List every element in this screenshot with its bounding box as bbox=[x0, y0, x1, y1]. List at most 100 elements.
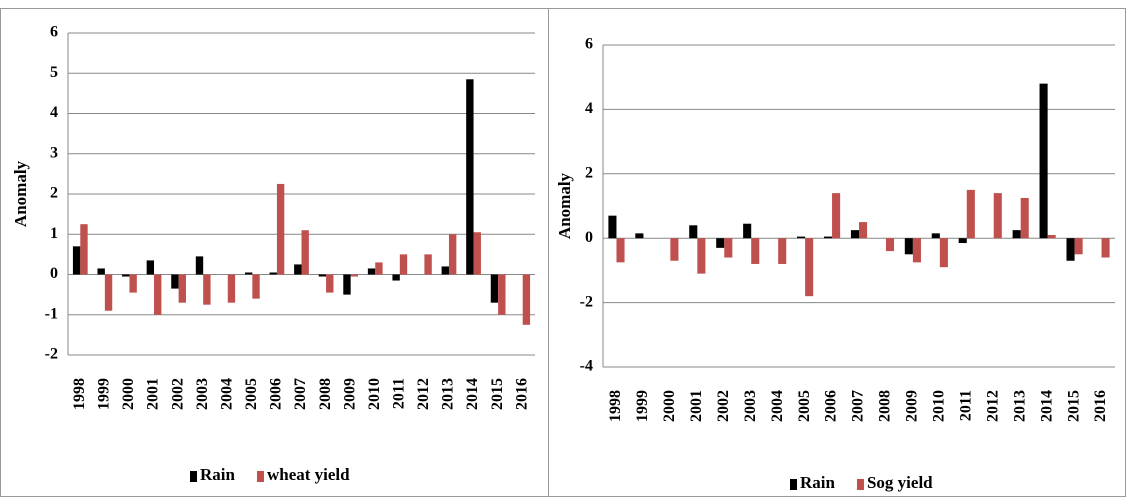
x-tick-label: 1998 bbox=[607, 390, 624, 422]
x-tick-label: 1998 bbox=[71, 378, 88, 410]
bar bbox=[171, 274, 179, 289]
bar bbox=[724, 238, 733, 258]
bar bbox=[367, 268, 376, 275]
bar bbox=[958, 238, 967, 244]
bar bbox=[375, 262, 383, 275]
bar bbox=[689, 225, 698, 239]
x-tick-label: 2002 bbox=[169, 378, 186, 410]
legend-label: Rain bbox=[200, 465, 236, 484]
bar bbox=[195, 256, 204, 275]
x-tick-label: 2014 bbox=[464, 378, 481, 410]
x-tick-label: 2007 bbox=[850, 390, 867, 422]
legend-swatch bbox=[190, 471, 197, 482]
x-tick-label: 2008 bbox=[317, 378, 334, 410]
bar bbox=[122, 274, 130, 277]
bar bbox=[1047, 234, 1056, 239]
bar bbox=[904, 238, 913, 255]
bar bbox=[697, 238, 706, 274]
bar bbox=[939, 238, 948, 268]
legend-label: Sog yield bbox=[867, 473, 933, 492]
x-tick-label: 2001 bbox=[145, 378, 162, 410]
x-tick-label: 1999 bbox=[96, 378, 113, 410]
bar bbox=[80, 224, 88, 275]
bar bbox=[608, 215, 617, 239]
y-tick-label: 0 bbox=[585, 229, 593, 246]
bar bbox=[778, 238, 787, 264]
x-tick-label: 2004 bbox=[218, 378, 235, 410]
x-tick-label: 2000 bbox=[661, 390, 678, 422]
bar bbox=[276, 183, 285, 275]
y-tick-label: 4 bbox=[585, 100, 593, 117]
y-tick-label: 1 bbox=[50, 225, 58, 242]
bar bbox=[146, 260, 155, 275]
x-tick-label: 2000 bbox=[120, 378, 137, 410]
legend-label: wheat yield bbox=[267, 465, 350, 484]
bar bbox=[931, 233, 940, 239]
bar bbox=[269, 272, 277, 275]
bar bbox=[635, 233, 644, 239]
y-tick-label: 2 bbox=[50, 185, 58, 202]
panel-border bbox=[548, 8, 1126, 497]
bar bbox=[97, 268, 105, 275]
bar bbox=[751, 238, 760, 264]
x-tick-label: 2001 bbox=[688, 390, 705, 422]
x-tick-label: 2005 bbox=[796, 390, 813, 422]
x-tick-label: 2015 bbox=[1065, 390, 1082, 422]
y-tick-label: -2 bbox=[580, 293, 593, 310]
bar bbox=[797, 236, 806, 239]
bar bbox=[448, 234, 457, 275]
bar bbox=[823, 236, 833, 239]
legend-label: Rain bbox=[800, 473, 836, 492]
bar bbox=[966, 189, 975, 239]
x-tick-label: 2006 bbox=[823, 390, 840, 422]
bar bbox=[490, 274, 499, 303]
bar bbox=[154, 274, 162, 315]
y-tick-label: 0 bbox=[50, 265, 58, 282]
bar bbox=[466, 79, 474, 275]
bar bbox=[805, 238, 814, 297]
y-axis-label: Anomaly bbox=[555, 172, 574, 239]
bar bbox=[716, 238, 725, 248]
y-tick-label: 4 bbox=[50, 104, 58, 121]
bar bbox=[244, 272, 253, 275]
bar bbox=[670, 238, 679, 261]
bar bbox=[318, 274, 327, 277]
x-tick-label: 2009 bbox=[341, 378, 358, 410]
x-tick-label: 2002 bbox=[715, 390, 732, 422]
bar bbox=[832, 193, 841, 239]
bar bbox=[104, 274, 113, 311]
bar bbox=[498, 274, 506, 315]
x-tick-label: 2003 bbox=[194, 378, 211, 410]
x-tick-label: 2016 bbox=[1092, 390, 1109, 422]
bar bbox=[1066, 238, 1075, 261]
bar bbox=[1012, 230, 1021, 239]
y-tick-label: 2 bbox=[585, 164, 593, 181]
legend-swatch bbox=[856, 479, 864, 490]
bar bbox=[178, 274, 186, 303]
bar bbox=[743, 223, 752, 239]
panel-border bbox=[0, 8, 549, 497]
bar bbox=[1101, 238, 1110, 258]
x-tick-label: 2009 bbox=[904, 390, 921, 422]
bar bbox=[473, 232, 481, 275]
x-tick-label: 2007 bbox=[292, 378, 309, 410]
bar bbox=[326, 274, 334, 293]
bar bbox=[227, 274, 236, 303]
x-tick-label: 2011 bbox=[957, 390, 974, 421]
y-tick-label: 5 bbox=[50, 64, 58, 81]
x-tick-label: 2008 bbox=[877, 390, 894, 422]
x-tick-label: 2013 bbox=[440, 378, 457, 410]
legend-swatch bbox=[256, 471, 264, 482]
bar bbox=[993, 193, 1002, 239]
bar bbox=[203, 274, 211, 305]
x-tick-label: 2005 bbox=[243, 378, 260, 410]
bar bbox=[1039, 83, 1048, 239]
bar bbox=[912, 238, 921, 263]
y-tick-label: 6 bbox=[50, 24, 58, 41]
bar bbox=[350, 274, 359, 277]
x-tick-label: 2011 bbox=[390, 378, 407, 409]
x-tick-label: 2016 bbox=[513, 378, 530, 410]
x-tick-label: 2004 bbox=[769, 390, 786, 422]
bar bbox=[399, 254, 408, 275]
bar bbox=[129, 274, 137, 293]
